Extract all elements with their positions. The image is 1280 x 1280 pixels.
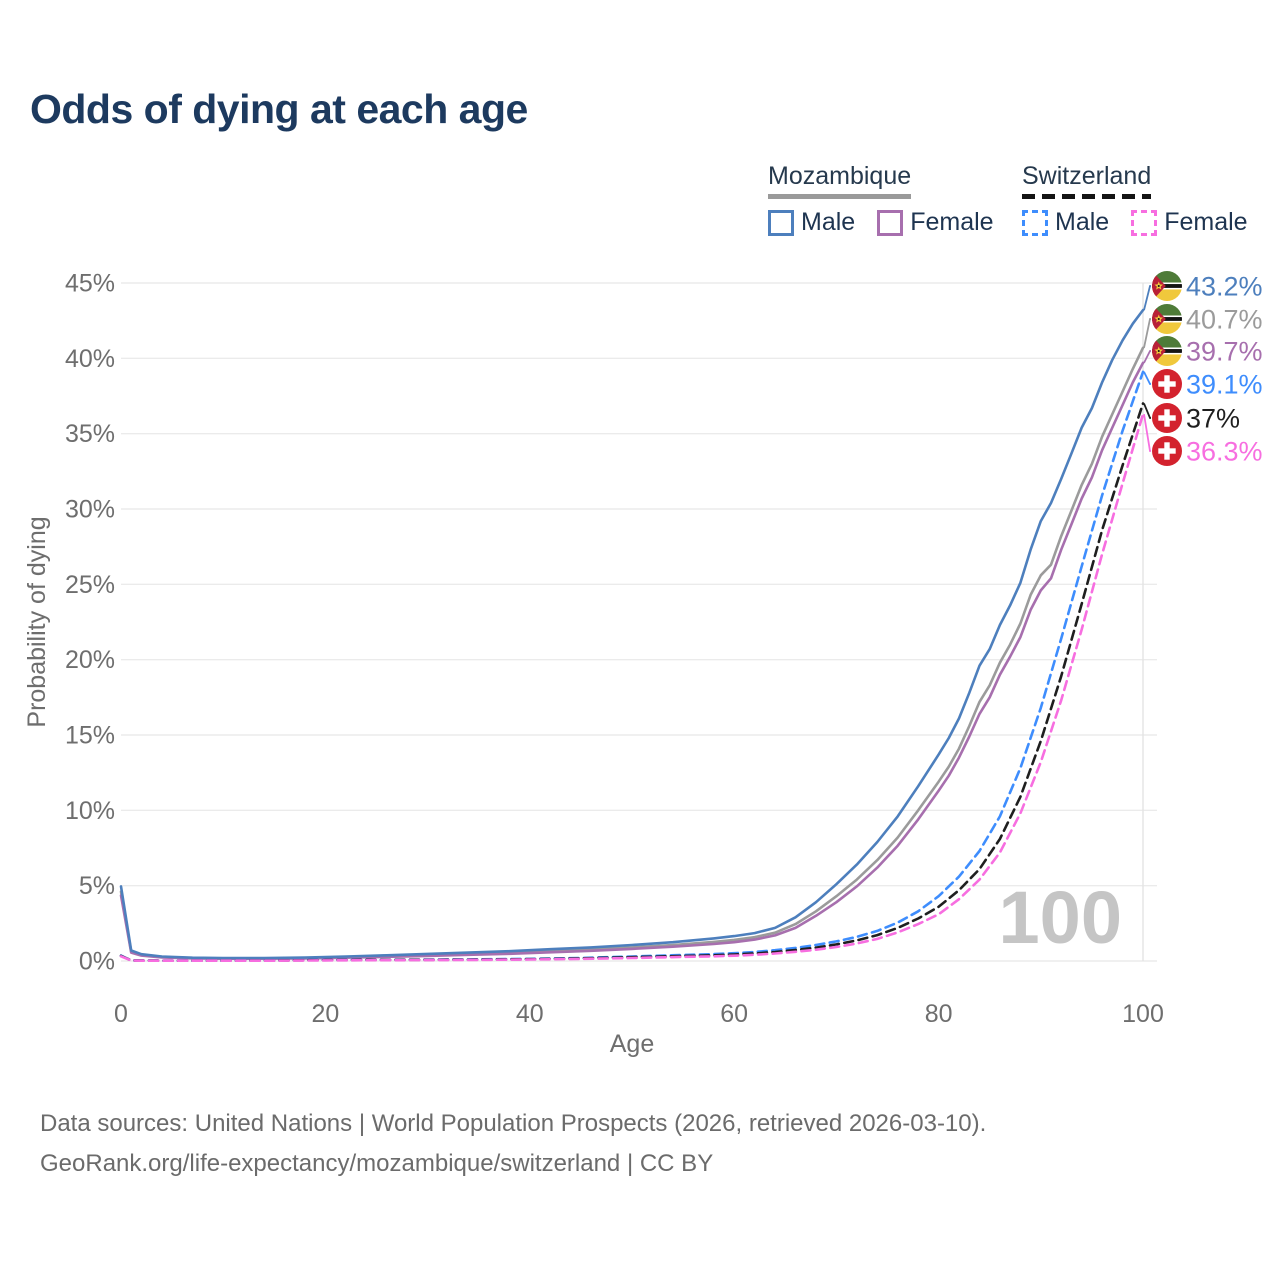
- legend-header-mozambique: Mozambique: [768, 162, 912, 199]
- mozambique-female-swatch-icon: [877, 209, 904, 236]
- y-tick-label: 40%: [65, 345, 115, 373]
- end-label-leader-line: [1143, 285, 1151, 311]
- y-tick-label: 20%: [65, 646, 115, 674]
- legend-item-label: Female: [910, 208, 994, 236]
- legend-item-switzerland-female[interactable]: Female: [1131, 208, 1248, 237]
- y-tick-label: 15%: [65, 722, 115, 750]
- series-line-mozambique-female[interactable]: [119, 361, 1145, 961]
- end-label-switzerland-male[interactable]: 39.1%: [1143, 369, 1263, 400]
- switzerland-male-swatch-icon: [1022, 209, 1048, 236]
- data-source-footer: Data sources: United Nations | World Pop…: [40, 1104, 986, 1184]
- switzerland-flag-icon: [1152, 403, 1182, 433]
- x-tick-label: 80: [925, 1000, 953, 1028]
- legend-row-mozambique: Male Female: [768, 208, 994, 237]
- end-label-switzerland-female[interactable]: 36.3%: [1143, 413, 1263, 467]
- end-label-value: 39.1%: [1186, 370, 1263, 400]
- y-tick-label: 25%: [65, 571, 115, 599]
- x-tick-label: 0: [114, 1000, 128, 1028]
- x-tick-label: 60: [720, 1000, 748, 1028]
- series-line-switzerland-total[interactable]: [119, 402, 1145, 963]
- mozambique-solid-line-sample: [768, 194, 912, 199]
- end-label-leader-line: [1143, 371, 1151, 385]
- mozambique-flag-icon: [1152, 304, 1182, 334]
- end-label-leader-line: [1143, 403, 1151, 419]
- end-label-value: 36.3%: [1186, 437, 1263, 467]
- y-axis-title: Probability of dying: [23, 516, 51, 727]
- series-line-switzerland-male[interactable]: [119, 370, 1145, 963]
- legend-item-mozambique-male[interactable]: Male: [768, 208, 855, 237]
- end-label-mozambique-female[interactable]: 39.7%: [1143, 335, 1263, 367]
- end-label-value: 43.2%: [1186, 272, 1263, 302]
- end-label-mozambique-total[interactable]: 40.7%: [1143, 303, 1263, 348]
- series-line-switzerland-female[interactable]: [119, 412, 1145, 963]
- y-tick-label: 30%: [65, 496, 115, 524]
- switzerland-dashed-line-sample: [1022, 194, 1152, 199]
- legend-item-switzerland-male[interactable]: Male: [1022, 208, 1109, 237]
- legend-item-label: Male: [801, 208, 856, 236]
- end-label-leader-line: [1143, 413, 1151, 452]
- legend-item-label: Female: [1164, 208, 1248, 236]
- legend-item-label: Male: [1055, 208, 1110, 236]
- footer-line-2: GeoRank.org/life-expectancy/mozambique/s…: [40, 1150, 714, 1177]
- mozambique-flag-icon: [1152, 336, 1182, 366]
- legend-row-switzerland: Male Female: [1022, 208, 1248, 237]
- switzerland-flag-icon: [1152, 436, 1182, 466]
- footer-line-1: Data sources: United Nations | World Pop…: [40, 1110, 987, 1137]
- legend-country-label: Switzerland: [1022, 162, 1152, 190]
- mozambique-flag-icon: [1152, 271, 1182, 301]
- legend-country-label: Mozambique: [768, 162, 912, 190]
- end-label-mozambique-male[interactable]: 43.2%: [1143, 270, 1263, 311]
- y-tick-label: 45%: [65, 270, 115, 298]
- x-tick-label: 20: [311, 1000, 339, 1028]
- legend-item-mozambique-female[interactable]: Female: [877, 208, 994, 237]
- y-tick-label: 35%: [65, 420, 115, 448]
- page-title: Odds of dying at each age: [30, 86, 528, 132]
- switzerland-flag-icon: [1152, 369, 1182, 399]
- switzerland-female-swatch-icon: [1131, 209, 1158, 236]
- end-label-value: 40.7%: [1186, 305, 1263, 335]
- legend-group-mozambique: Mozambique Male Female: [768, 162, 994, 237]
- end-label-switzerland-total[interactable]: 37%: [1143, 403, 1240, 434]
- end-label-value: 39.7%: [1186, 337, 1263, 367]
- series-line-mozambique-male[interactable]: [119, 308, 1145, 960]
- hover-age-watermark: 100: [999, 876, 1122, 959]
- y-tick-label: 0%: [79, 948, 115, 976]
- mozambique-male-swatch-icon: [768, 209, 794, 236]
- x-tick-label: 40: [516, 1000, 544, 1028]
- x-axis-title: Age: [610, 1030, 654, 1058]
- y-tick-label: 5%: [79, 872, 115, 900]
- end-label-leader-line: [1143, 318, 1151, 348]
- x-tick-label: 100: [1122, 1000, 1164, 1028]
- end-label-value: 37%: [1186, 404, 1240, 434]
- end-label-leader-line: [1143, 350, 1151, 364]
- y-tick-label: 10%: [65, 797, 115, 825]
- legend-group-switzerland: Switzerland Male Female: [1022, 162, 1248, 237]
- legend-header-switzerland: Switzerland: [1022, 162, 1152, 199]
